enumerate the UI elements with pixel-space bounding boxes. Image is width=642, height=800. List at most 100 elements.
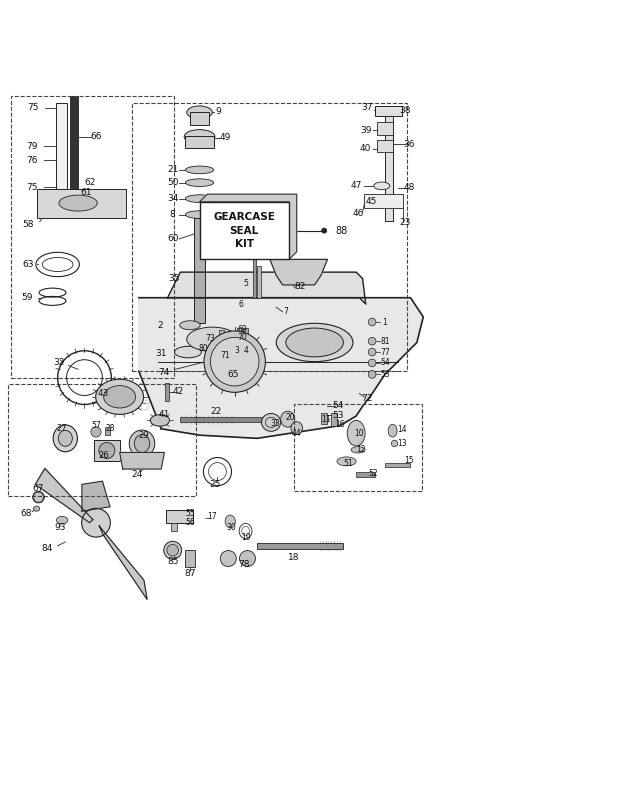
Ellipse shape	[225, 515, 236, 528]
Text: 76: 76	[26, 156, 38, 165]
Ellipse shape	[286, 328, 343, 357]
Bar	[219, 347, 224, 355]
Text: 75: 75	[26, 182, 38, 192]
Text: 7: 7	[283, 307, 288, 316]
Ellipse shape	[82, 508, 110, 537]
Text: 62: 62	[84, 178, 95, 187]
Text: 72: 72	[361, 394, 373, 402]
Text: 8: 8	[170, 210, 175, 219]
Text: 16: 16	[335, 420, 345, 429]
Text: 60: 60	[167, 234, 178, 243]
Text: 93: 93	[55, 523, 66, 532]
Text: 50: 50	[167, 178, 178, 187]
Bar	[257, 266, 261, 298]
Bar	[186, 550, 195, 567]
Bar	[71, 96, 78, 208]
Circle shape	[211, 338, 259, 386]
Circle shape	[369, 348, 376, 356]
Bar	[321, 413, 327, 424]
Ellipse shape	[184, 130, 215, 144]
Polygon shape	[200, 194, 297, 259]
Text: 77: 77	[380, 347, 390, 357]
Text: 68: 68	[20, 510, 31, 518]
Text: 71: 71	[220, 350, 230, 360]
Text: 11: 11	[321, 414, 330, 424]
Text: 31: 31	[155, 350, 167, 358]
Bar	[365, 194, 403, 208]
Ellipse shape	[388, 424, 397, 437]
Text: 15: 15	[404, 456, 414, 466]
Text: 53: 53	[380, 370, 390, 379]
Text: 67: 67	[33, 484, 44, 493]
Bar	[200, 202, 289, 259]
Text: 28: 28	[105, 424, 115, 433]
Bar	[94, 440, 119, 461]
Text: 53: 53	[333, 411, 344, 420]
Text: 49: 49	[220, 134, 231, 142]
Ellipse shape	[291, 422, 302, 434]
Bar	[180, 418, 270, 422]
Ellipse shape	[96, 379, 144, 414]
Text: 26: 26	[98, 451, 109, 460]
Text: 24: 24	[131, 470, 143, 479]
Ellipse shape	[351, 446, 365, 453]
Bar	[105, 427, 110, 434]
Ellipse shape	[129, 430, 155, 457]
Bar	[37, 189, 126, 218]
Text: 57: 57	[91, 421, 101, 430]
Ellipse shape	[374, 182, 390, 190]
Text: 47: 47	[351, 181, 362, 190]
Text: 35: 35	[168, 274, 180, 283]
Bar	[171, 522, 177, 531]
Polygon shape	[119, 453, 164, 469]
Ellipse shape	[134, 434, 150, 453]
Ellipse shape	[99, 442, 115, 458]
Text: 13: 13	[397, 439, 406, 448]
Text: 33: 33	[270, 419, 280, 428]
Text: 37: 37	[361, 103, 373, 112]
Text: 80: 80	[198, 344, 208, 354]
Text: GEARCASE
SEAL
KIT: GEARCASE SEAL KIT	[213, 213, 275, 249]
Ellipse shape	[220, 550, 236, 566]
Text: 70: 70	[237, 334, 247, 342]
Text: 30: 30	[227, 523, 236, 532]
Bar	[356, 471, 376, 477]
Text: 22: 22	[210, 407, 221, 416]
Ellipse shape	[180, 321, 200, 330]
Polygon shape	[100, 526, 147, 599]
Ellipse shape	[33, 491, 44, 503]
Ellipse shape	[103, 386, 135, 408]
Text: 75: 75	[28, 103, 39, 112]
Circle shape	[204, 331, 265, 392]
Text: 23: 23	[400, 218, 411, 226]
Text: 39: 39	[360, 126, 372, 134]
Text: 38: 38	[399, 106, 411, 115]
Text: 14: 14	[397, 425, 406, 434]
Text: 17: 17	[207, 512, 217, 521]
Text: 2: 2	[157, 321, 162, 330]
Text: 18: 18	[288, 553, 300, 562]
Text: CROWLEY MARINE: CROWLEY MARINE	[115, 399, 272, 414]
Ellipse shape	[164, 542, 182, 559]
Bar	[385, 463, 410, 467]
Text: 19: 19	[241, 533, 250, 542]
Ellipse shape	[175, 346, 202, 358]
Text: 48: 48	[404, 183, 415, 192]
Ellipse shape	[167, 545, 178, 556]
Text: 42: 42	[172, 386, 184, 395]
Text: 58: 58	[22, 220, 34, 229]
Text: 45: 45	[365, 198, 377, 206]
Bar	[243, 328, 248, 350]
Circle shape	[322, 228, 327, 233]
Ellipse shape	[58, 430, 73, 446]
Text: 84: 84	[42, 544, 53, 553]
Text: 55: 55	[185, 510, 195, 518]
Text: 40: 40	[360, 144, 372, 154]
Bar	[166, 510, 193, 522]
Polygon shape	[168, 272, 366, 304]
Text: 32: 32	[53, 358, 65, 367]
Circle shape	[369, 359, 376, 366]
Text: 4: 4	[243, 346, 248, 355]
Text: 9: 9	[216, 106, 221, 115]
Bar	[331, 413, 337, 426]
